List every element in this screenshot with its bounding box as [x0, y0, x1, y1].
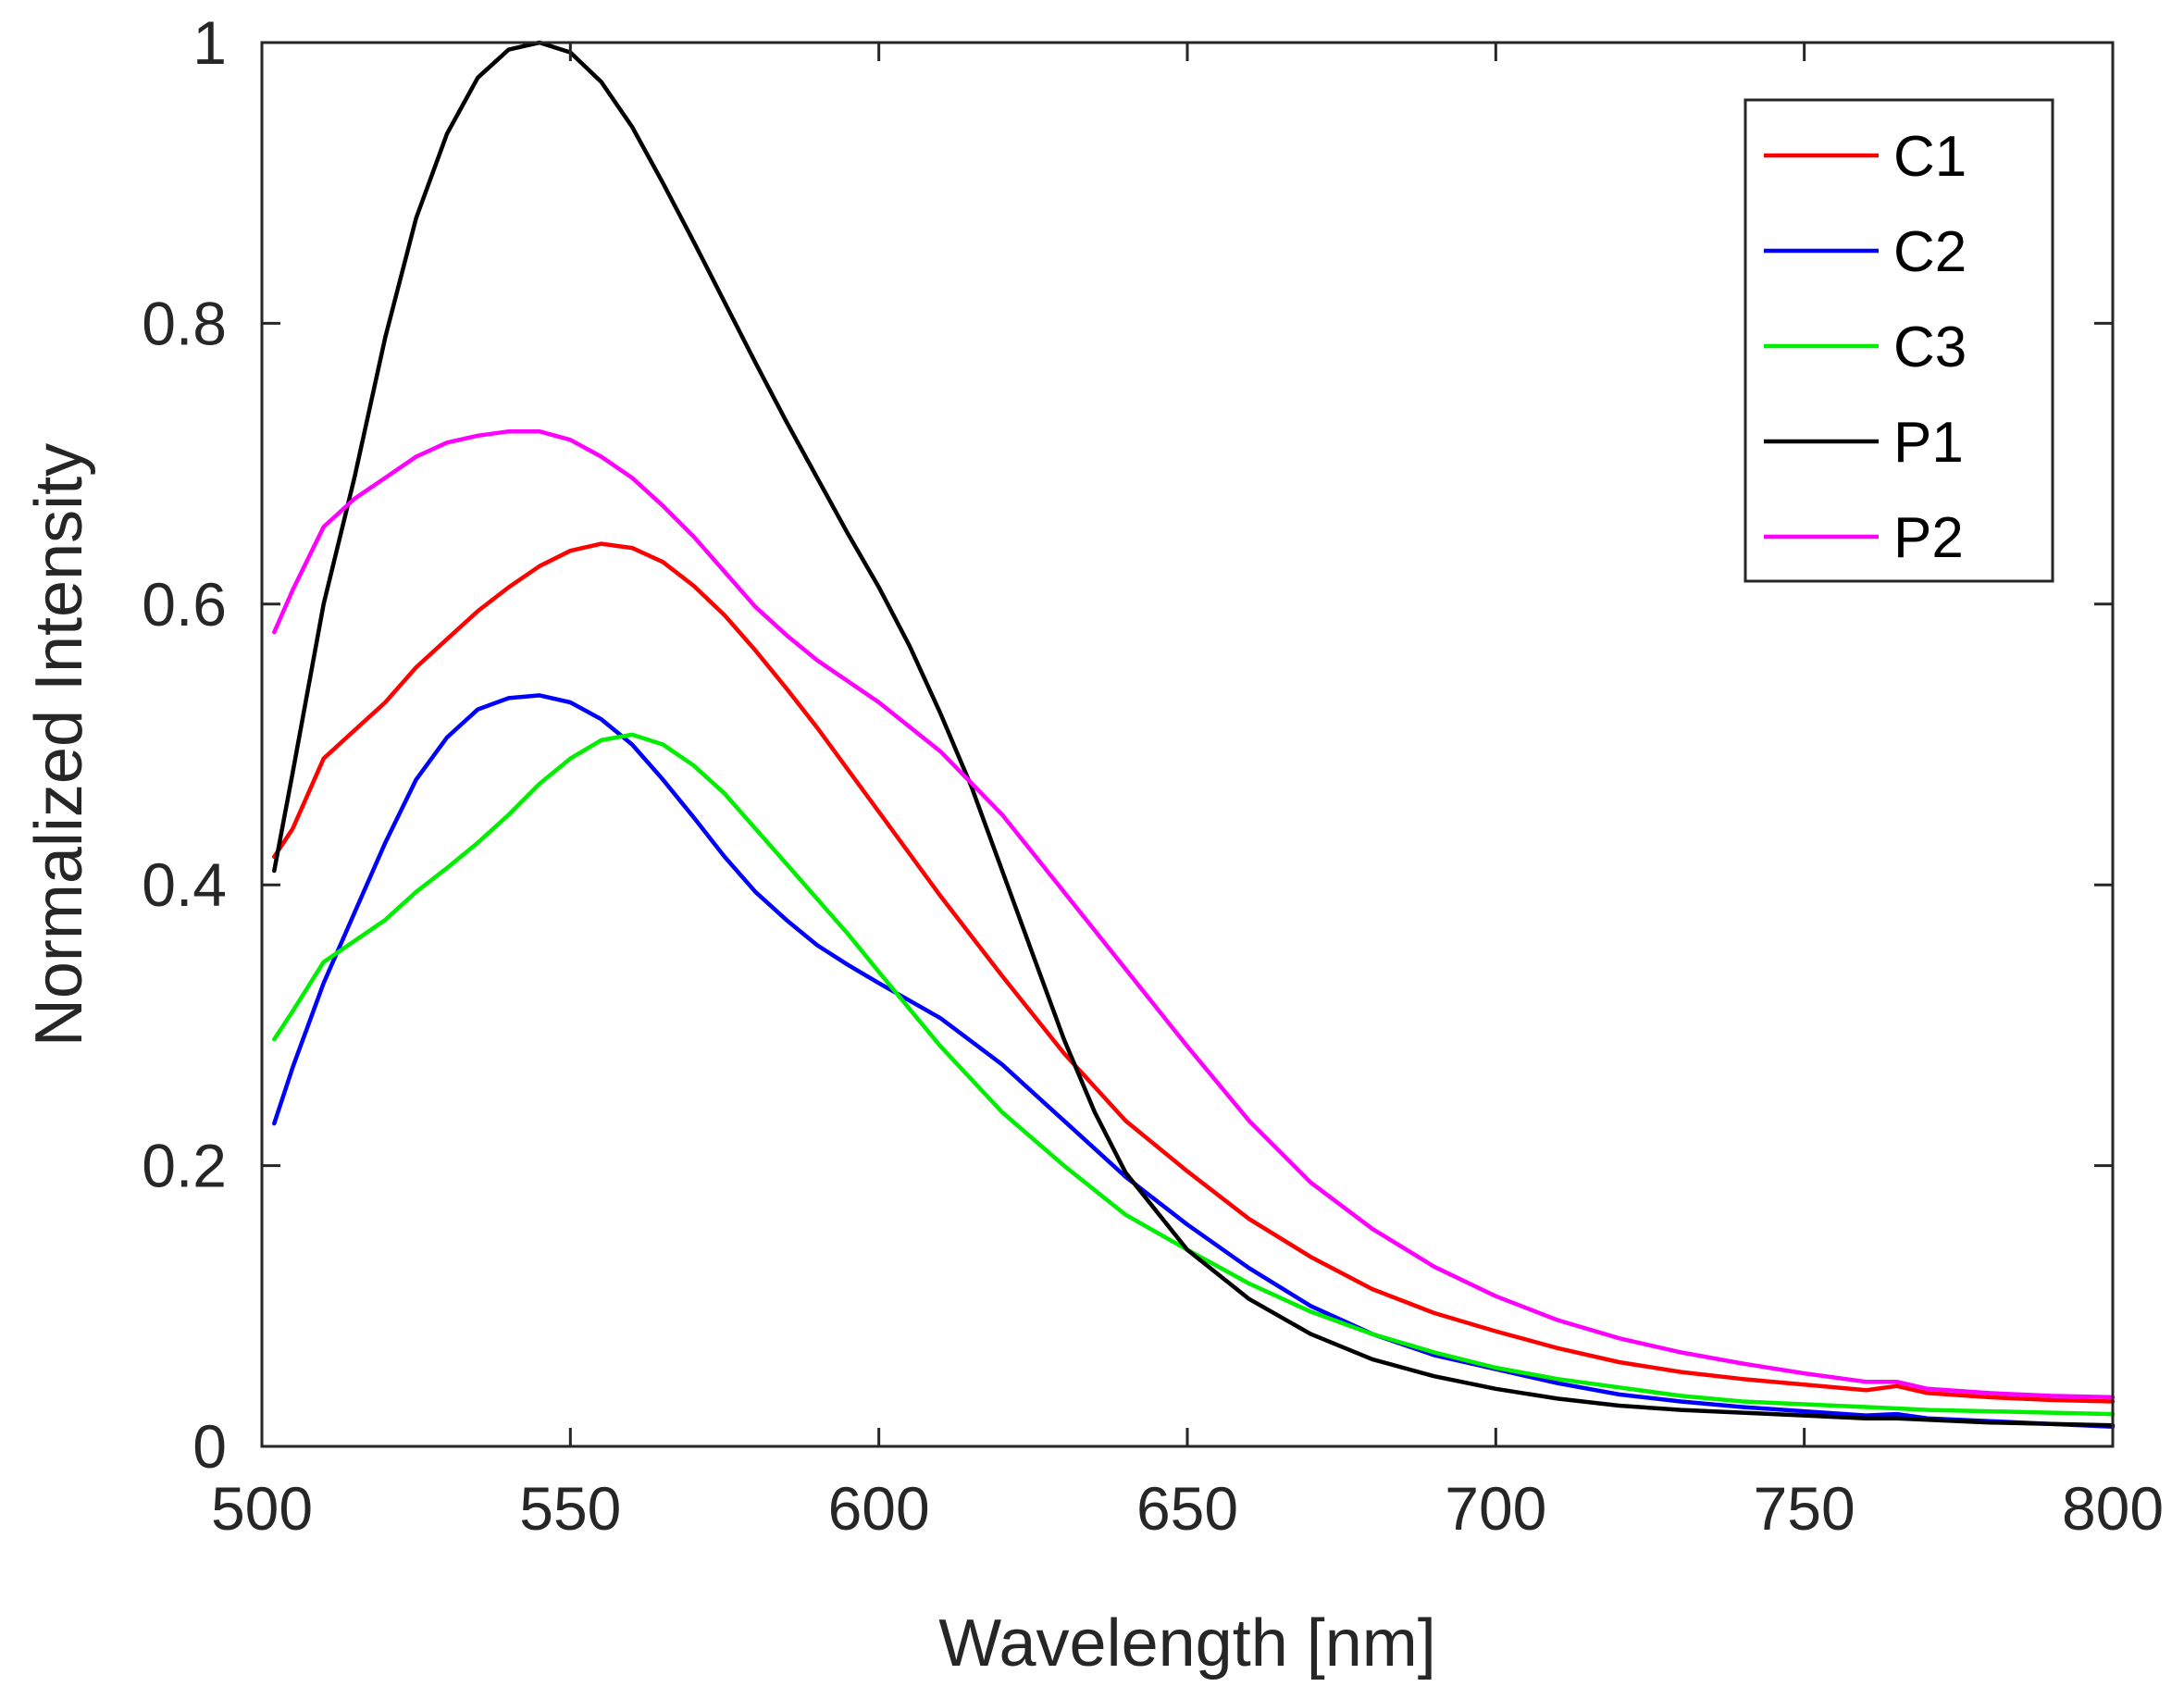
series-line-p2 [272, 428, 2116, 1400]
legend-label-c2: C2 [1893, 220, 1967, 284]
x-tick-label: 800 [2062, 1474, 2164, 1543]
legend-label-p2: P2 [1893, 506, 1964, 570]
legend-label-p1: P1 [1893, 411, 1964, 475]
legend-label-c1: C1 [1893, 125, 1967, 189]
y-axis-ticks: 0 0.2 0.4 0.6 0.8 1 [142, 8, 2113, 1481]
y-tick-label: 0.2 [142, 1132, 227, 1200]
legend-label-c3: C3 [1893, 316, 1967, 379]
y-axis-title: Normalized Intensity [22, 443, 96, 1047]
x-axis-ticks: 500 550 600 650 700 750 800 [211, 43, 2164, 1543]
x-tick-label: 550 [519, 1474, 621, 1543]
series-line-c2 [272, 693, 2116, 1430]
series-line-p1 [272, 40, 2116, 1428]
y-tick-label: 0.8 [142, 289, 227, 357]
y-tick-label: 0 [192, 1412, 227, 1481]
x-tick-label: 600 [828, 1474, 930, 1543]
x-tick-label: 700 [1445, 1474, 1546, 1543]
x-tick-label: 650 [1136, 1474, 1238, 1543]
legend-box [1743, 98, 2054, 583]
y-tick-label: 0.6 [142, 570, 227, 639]
y-tick-label: 0.4 [142, 850, 227, 919]
series-line-c1 [272, 541, 2116, 1404]
y-tick-label: 1 [192, 8, 227, 77]
x-tick-label: 750 [1754, 1474, 1855, 1543]
x-tick-label: 500 [211, 1474, 313, 1543]
legend: C1 C2 C3 P1 P2 [1743, 98, 2054, 583]
series-layer [272, 40, 2116, 1430]
series-line-c3 [272, 732, 2116, 1417]
x-axis-title: Wavelength [nm] [938, 1606, 1436, 1680]
